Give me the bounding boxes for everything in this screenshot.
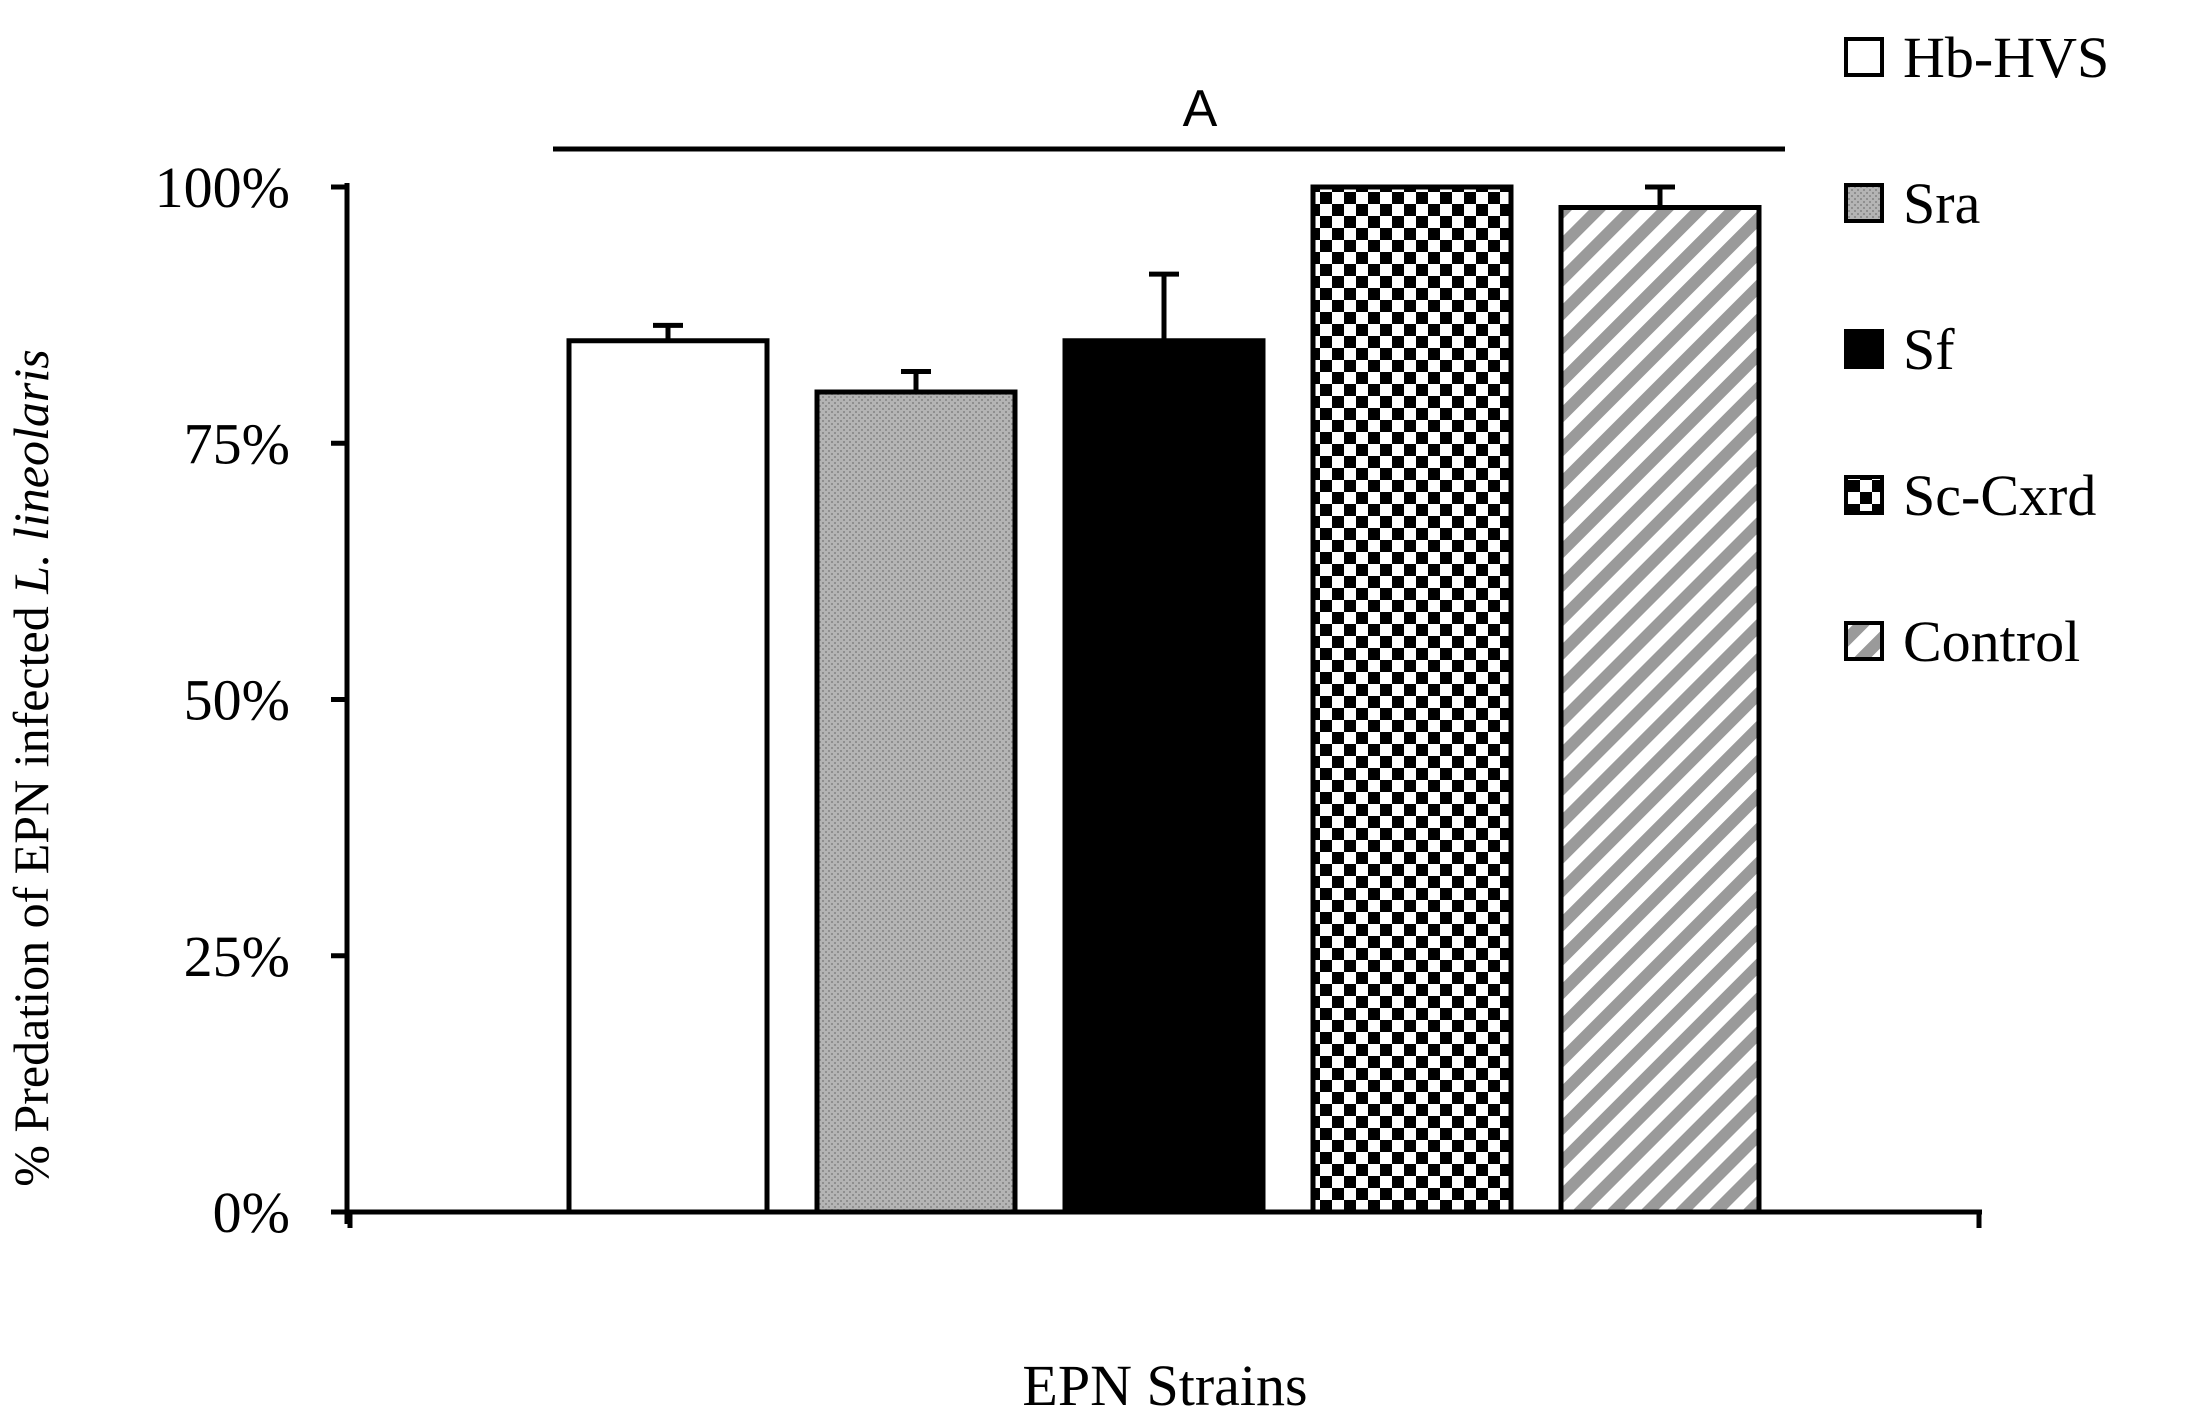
legend-label: Sc-Cxrd: [1903, 463, 2096, 528]
y-tick-label: 100%: [155, 155, 290, 220]
x-axis-label: EPN Strains: [1022, 1353, 1307, 1418]
y-axis-ticks: 0% 25% 50% 75% 100%: [155, 155, 347, 1245]
y-axis-label-text: % Predation of EPN infected: [3, 594, 59, 1187]
legend-label: Sra: [1903, 171, 1980, 236]
y-tick-label: 75%: [184, 411, 290, 476]
error-bars: [653, 184, 1675, 392]
bar-sf: [1062, 338, 1266, 1215]
legend-swatch: [1844, 621, 1884, 661]
legend-swatch: [1844, 37, 1884, 77]
bars: [566, 184, 1762, 1215]
y-tick-label: 25%: [184, 924, 290, 989]
significance-label: A: [1183, 80, 1218, 138]
legend: Hb-HVS Sra Sf Sc-Cxrd Control: [1844, 25, 2109, 674]
bar-sra: [814, 389, 1018, 1215]
legend-label: Sf: [1903, 317, 1955, 382]
y-tick-label: 50%: [184, 668, 290, 733]
y-tick-label: 0%: [213, 1180, 290, 1245]
bar-sc-cxrd: [1310, 184, 1514, 1215]
legend-swatch: [1844, 329, 1884, 369]
legend-label: Control: [1903, 609, 2080, 674]
legend-swatch: [1844, 183, 1884, 223]
legend-label: Hb-HVS: [1903, 25, 2109, 90]
y-axis-label-species: L. lineolaris: [3, 349, 59, 594]
bar-hb-hvs: [566, 338, 770, 1215]
legend-swatch: [1844, 475, 1884, 515]
bar-control: [1558, 205, 1762, 1215]
y-axis-label: % Predation of EPN infected L. lineolari…: [3, 349, 59, 1186]
